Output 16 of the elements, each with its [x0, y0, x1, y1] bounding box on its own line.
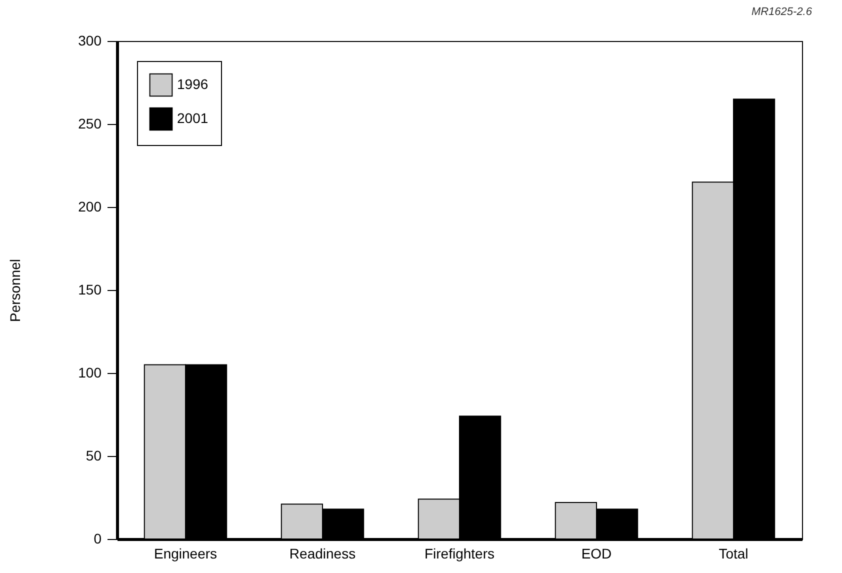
y-tick-label: 0	[94, 530, 102, 546]
y-tick-label: 50	[86, 448, 102, 464]
text: MR1625-2.6	[751, 6, 812, 18]
y-tick-label: 100	[78, 364, 102, 380]
y-tick-label: 150	[78, 282, 102, 298]
y-tick-label: 250	[78, 116, 102, 132]
x-tick-label: EOD	[581, 546, 612, 562]
x-tick-label: Firefighters	[424, 546, 495, 562]
legend-label: 2001	[177, 110, 208, 126]
y-tick-label: 200	[78, 198, 102, 214]
x-tick-label: Readiness	[289, 546, 356, 562]
y-axis-title: Personnel	[7, 258, 24, 322]
x-tick-label: Total	[718, 546, 748, 562]
x-tick-label: Engineers	[154, 546, 218, 562]
y-tick-label: 300	[78, 32, 102, 48]
legend-label: 1996	[177, 76, 208, 92]
